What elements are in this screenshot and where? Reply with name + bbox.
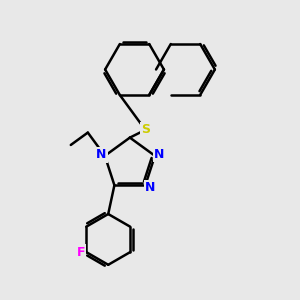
Text: N: N (96, 148, 106, 161)
Text: N: N (145, 181, 155, 194)
Text: N: N (154, 148, 165, 161)
Text: S: S (141, 123, 150, 136)
Text: F: F (76, 246, 85, 259)
